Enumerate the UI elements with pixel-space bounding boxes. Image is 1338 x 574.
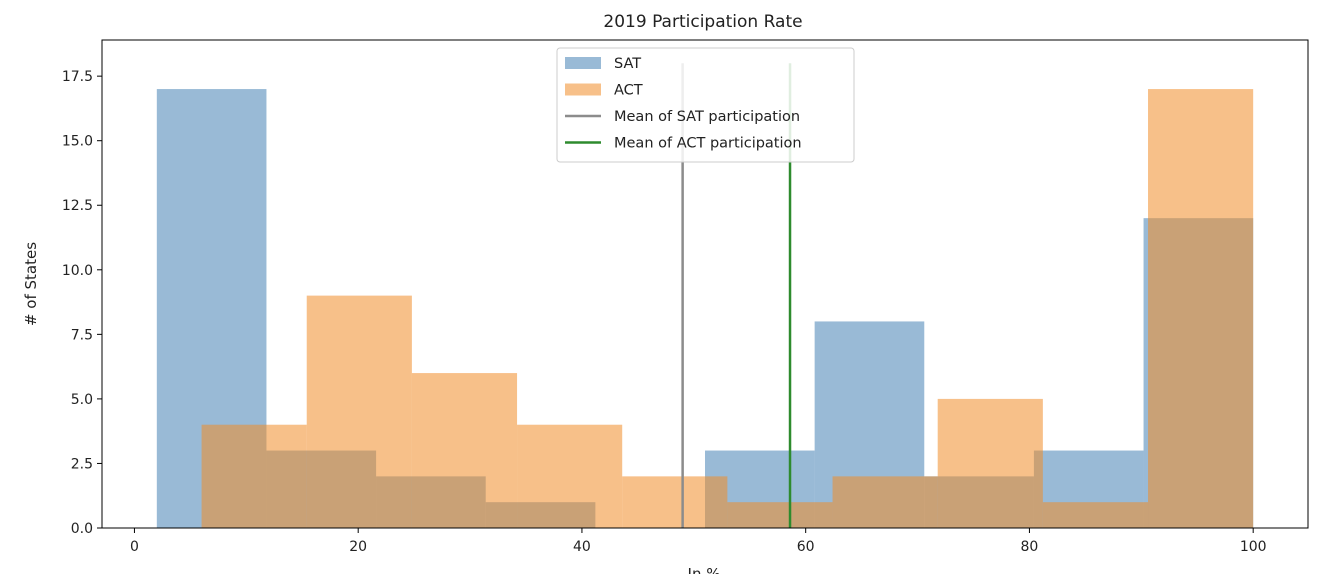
bar-act-7 [937,398,1043,528]
bar-act-4 [622,476,728,528]
y-tick-label: 0.0 [71,521,93,537]
legend-frame [556,47,855,163]
legend-label-mean-of-act-participation: Mean of ACT participation [614,136,802,152]
x-tick-label: 20 [349,539,367,555]
x-tick-label: 80 [1021,539,1039,555]
x-tick-label: 100 [1240,539,1267,555]
legend-label-mean-of-sat-participation: Mean of SAT participation [614,109,800,125]
bar-act-5 [727,502,833,528]
bar-act-9 [1148,89,1254,529]
legend-label-sat: SAT [614,56,641,72]
x-tick-label: 40 [573,539,591,555]
y-tick-label: 10.0 [62,263,93,279]
bar-act-1 [306,295,412,528]
y-tick-label: 7.5 [71,327,93,343]
y-tick-label: 2.5 [71,456,93,472]
chart-title: 2019 Participation Rate [603,12,802,32]
x-axis: 0 20 40 60 80 100 [130,528,1267,555]
bar-act-3 [517,424,623,528]
y-tick-label: 15.0 [62,134,93,150]
y-tick-label: 12.5 [62,198,93,214]
y-tick-label: 17.5 [62,69,93,85]
y-axis-label: # of States [22,242,40,326]
bar-act-0 [201,424,307,528]
legend-label-act: ACT [614,83,643,99]
y-tick-label: 5.0 [71,392,93,408]
legend-swatch-sat [565,57,601,69]
plot-frame [101,39,1309,529]
legend: SAT ACT Mean of SAT participation Mean of A… [556,47,855,163]
x-tick-label: 0 [130,539,139,555]
y-axis: 0.0 2.5 5.0 7.5 10.0 12.5 15.0 17.5 [62,69,102,537]
x-axis-label: In % [688,565,721,574]
bar-act-2 [411,373,518,528]
legend-swatch-act [565,83,601,96]
bar-act-6 [832,476,938,528]
bar-act-8 [1042,502,1149,528]
x-tick-label: 60 [797,539,815,555]
bars-layer [156,89,1254,529]
